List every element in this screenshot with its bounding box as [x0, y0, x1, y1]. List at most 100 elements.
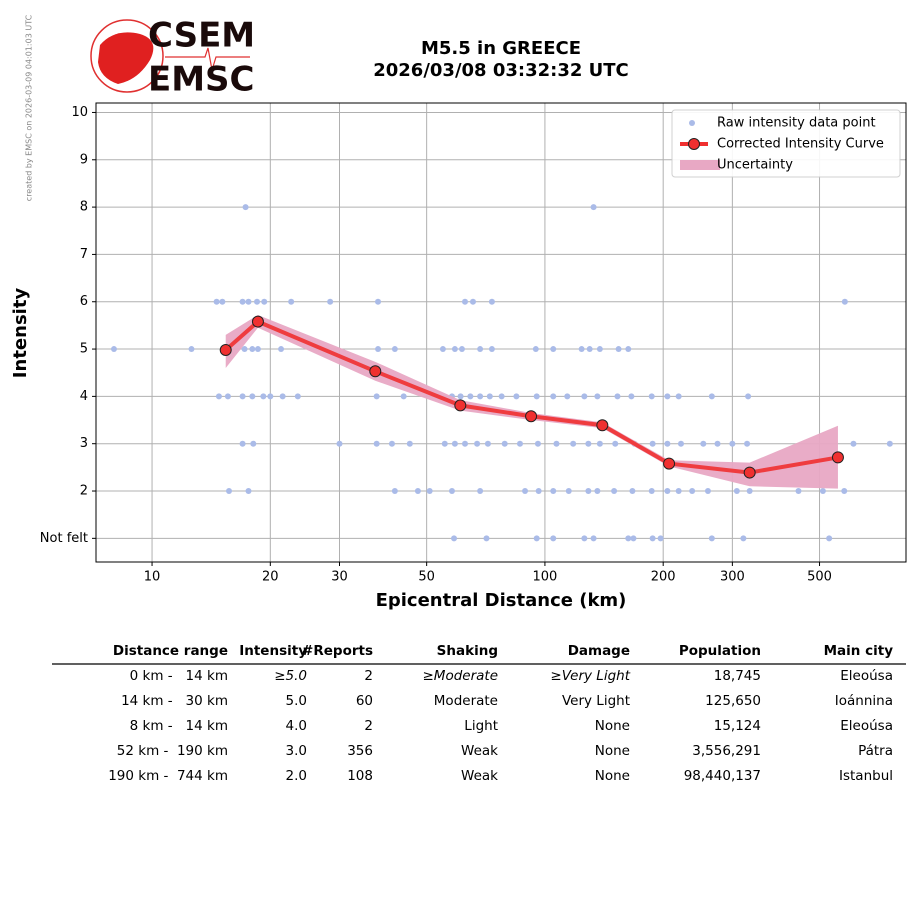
data-point [498, 393, 505, 400]
y-tick-label: 9 [80, 152, 88, 167]
data-point [745, 393, 752, 400]
y-tick-label: 10 [71, 105, 88, 120]
data-point [249, 346, 256, 353]
table-cell: Pátra [858, 743, 893, 759]
data-point [553, 440, 560, 447]
table-header: Main city [824, 643, 894, 659]
table-cell: 5.0 [286, 693, 307, 709]
data-point [458, 346, 465, 353]
data-point [594, 393, 601, 400]
table-header: Shaking [437, 643, 498, 659]
data-point [740, 535, 747, 542]
table-header: Population [679, 643, 761, 659]
curve-point [831, 451, 844, 464]
y-tick-label: 3 [80, 436, 88, 451]
y-tick-label: Not felt [40, 531, 88, 546]
data-point [596, 346, 603, 353]
x-tick-label: 500 [807, 570, 832, 585]
table-cell: Light [464, 718, 498, 734]
chart-title: M5.5 in GREECE [421, 38, 581, 59]
data-point [215, 393, 222, 400]
data-point [245, 488, 252, 495]
data-point [294, 393, 301, 400]
curve-point [369, 365, 382, 378]
data-point [279, 393, 286, 400]
data-point [708, 535, 715, 542]
data-point [488, 346, 495, 353]
data-point [850, 440, 857, 447]
table-cell: None [595, 743, 630, 759]
data-point [516, 440, 523, 447]
x-tick-label: 200 [651, 570, 676, 585]
x-tick-label: 30 [331, 570, 348, 585]
data-point [611, 488, 618, 495]
chart-subtitle: 2026/03/08 03:32:32 UTC [373, 60, 629, 81]
data-point [629, 488, 636, 495]
data-point [533, 393, 540, 400]
data-point [614, 393, 621, 400]
data-point [657, 535, 664, 542]
data-point [596, 440, 603, 447]
data-point [373, 440, 380, 447]
logo-wave [165, 47, 250, 71]
table-cell: 2 [364, 718, 373, 734]
logo-map [98, 32, 154, 84]
data-point [649, 535, 656, 542]
y-axis-label: Intensity [10, 288, 31, 379]
table-header: #Reports [302, 643, 373, 659]
side-note: created by EMSC on 2026-03-09 04:01:03 U… [25, 14, 34, 201]
data-point [550, 346, 557, 353]
data-point [648, 393, 655, 400]
curve-point [251, 315, 264, 328]
curve-point [525, 410, 538, 423]
data-point [375, 346, 382, 353]
data-point [795, 488, 802, 495]
data-point [581, 535, 588, 542]
table-cell: 3.0 [286, 743, 307, 759]
data-point [708, 393, 715, 400]
table-cell: Istanbul [839, 768, 893, 784]
curve-point [454, 399, 467, 412]
data-point [245, 298, 252, 305]
table-cell: 108 [347, 768, 373, 784]
data-point [278, 346, 285, 353]
x-tick-label: 50 [418, 570, 435, 585]
table-cell: Ioánnina [835, 693, 893, 709]
table-cell: 0 km - 14 km [130, 668, 228, 684]
data-point [467, 393, 474, 400]
data-point [462, 440, 469, 447]
logo-globe [90, 19, 164, 93]
data-point [677, 440, 684, 447]
data-point [484, 440, 491, 447]
data-point [535, 488, 542, 495]
table-cell: 15,124 [714, 718, 761, 734]
data-point [391, 346, 398, 353]
data-point [327, 298, 334, 305]
legend-label: Uncertainty [717, 158, 793, 173]
data-point [439, 346, 446, 353]
data-point [388, 440, 395, 447]
table-cell: Moderate [434, 693, 498, 709]
data-point [414, 488, 421, 495]
data-point [260, 393, 267, 400]
data-point [744, 440, 751, 447]
data-point [477, 488, 484, 495]
data-point [373, 393, 380, 400]
table-cell: 190 km - 744 km [108, 768, 228, 784]
table-cell: 60 [356, 693, 373, 709]
data-point [451, 346, 458, 353]
data-point [714, 440, 721, 447]
data-point [590, 204, 597, 211]
data-point [664, 440, 671, 447]
x-tick-label: 10 [144, 570, 161, 585]
data-point [261, 298, 268, 305]
data-point [625, 346, 632, 353]
logo-bottom: EMSC [148, 60, 255, 100]
data-point [477, 346, 484, 353]
table-cell: Weak [461, 743, 498, 759]
x-axis-label: Epicentral Distance (km) [376, 590, 627, 611]
data-point [486, 393, 493, 400]
data-point [239, 393, 246, 400]
table-cell: Eleoúsa [840, 668, 893, 684]
